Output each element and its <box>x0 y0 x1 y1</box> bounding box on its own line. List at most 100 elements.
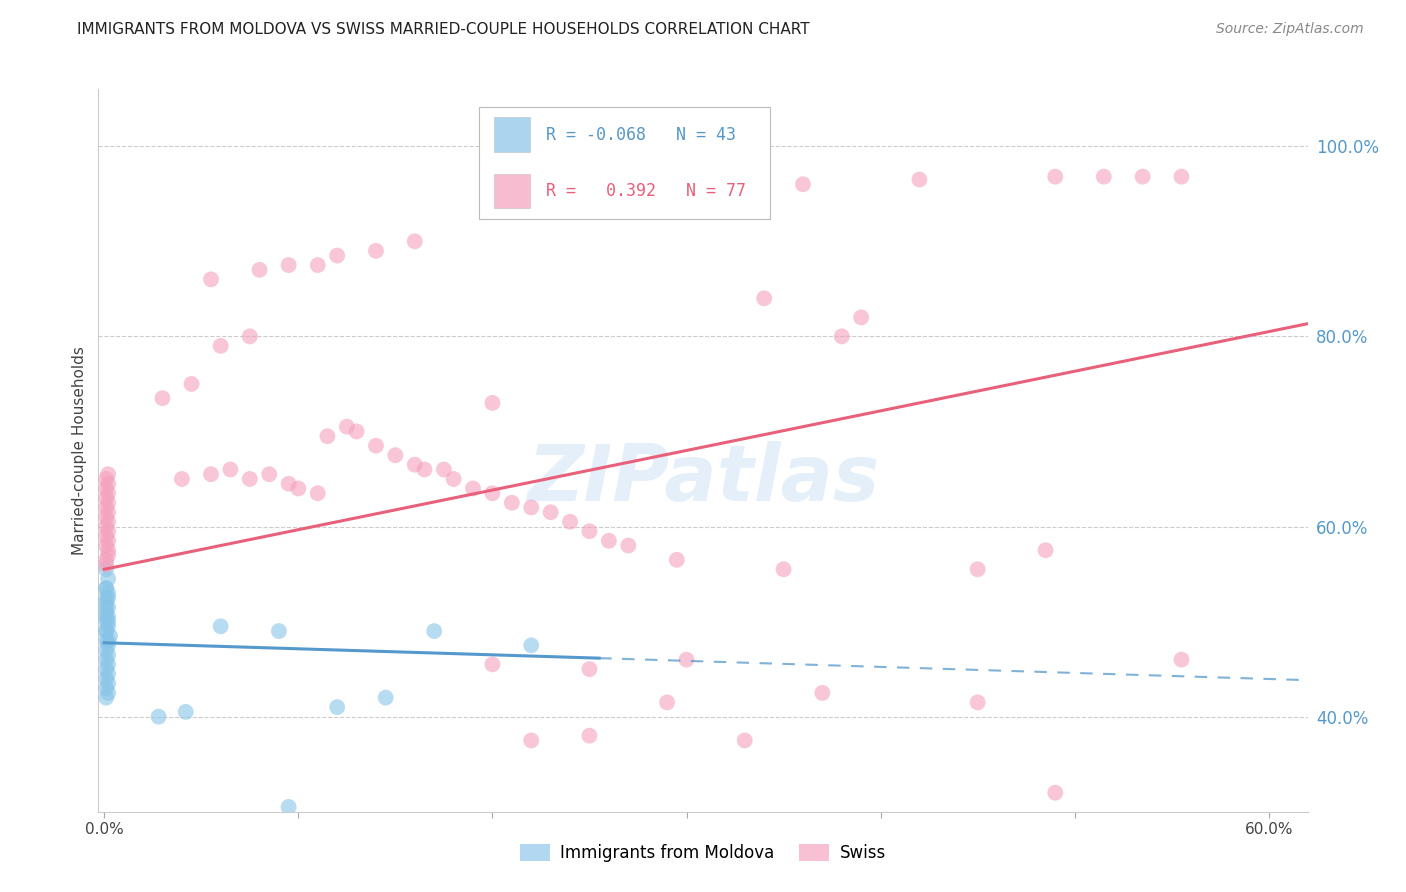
Point <box>249 262 271 277</box>
Point <box>966 562 988 576</box>
Point <box>98 629 121 643</box>
Point <box>96 482 118 496</box>
Point <box>97 496 120 510</box>
Point <box>578 524 600 539</box>
Point <box>481 396 503 410</box>
Point <box>200 467 222 482</box>
Point <box>97 648 120 662</box>
Point <box>851 310 873 325</box>
Point <box>96 633 118 648</box>
Point <box>433 462 456 476</box>
Point <box>97 524 120 539</box>
Bar <box>494 118 530 152</box>
Point <box>239 472 262 486</box>
Point <box>96 690 118 705</box>
FancyBboxPatch shape <box>479 107 769 219</box>
Point <box>96 681 118 695</box>
Point <box>96 582 118 596</box>
Point <box>96 539 118 553</box>
Point <box>908 172 931 186</box>
Point <box>209 619 232 633</box>
Point <box>97 586 120 600</box>
Point <box>558 515 581 529</box>
Point <box>752 291 775 305</box>
Point <box>96 600 118 615</box>
Point <box>734 733 756 747</box>
Point <box>326 249 349 263</box>
Point <box>374 690 396 705</box>
Point <box>96 510 118 524</box>
Text: R =   0.392   N = 77: R = 0.392 N = 77 <box>546 182 745 200</box>
Point <box>97 467 120 482</box>
Point <box>1035 543 1057 558</box>
Point <box>96 519 118 533</box>
Point <box>96 562 118 576</box>
Point <box>831 329 853 343</box>
Point <box>219 462 242 476</box>
Point <box>1170 169 1192 184</box>
Point <box>96 624 118 639</box>
Point <box>481 657 503 672</box>
Point <box>307 258 329 272</box>
Point <box>180 376 202 391</box>
Point <box>277 258 299 272</box>
Point <box>97 610 120 624</box>
Point <box>96 605 118 619</box>
Point <box>97 548 120 562</box>
Point <box>404 235 426 249</box>
Point <box>277 800 299 814</box>
Point <box>96 672 118 686</box>
Point <box>96 529 118 543</box>
Point <box>966 695 988 709</box>
Legend: Immigrants from Moldova, Swiss: Immigrants from Moldova, Swiss <box>513 837 893 869</box>
Point <box>346 425 368 439</box>
Point <box>96 652 118 666</box>
Point <box>461 482 484 496</box>
Point <box>96 582 118 596</box>
Point <box>598 533 620 548</box>
Point <box>96 491 118 505</box>
Point <box>384 448 406 462</box>
Point <box>97 476 120 491</box>
Point <box>413 462 436 476</box>
Point <box>96 558 118 572</box>
Point <box>97 533 120 548</box>
Point <box>1045 786 1067 800</box>
Point <box>97 543 120 558</box>
Point <box>364 439 387 453</box>
Point <box>200 272 222 286</box>
Point <box>617 539 640 553</box>
Point <box>665 553 688 567</box>
Point <box>97 486 120 500</box>
Point <box>97 615 120 629</box>
Point <box>277 476 299 491</box>
Point <box>1092 169 1115 184</box>
Point <box>97 633 120 648</box>
Point <box>1170 652 1192 666</box>
Point <box>1132 169 1154 184</box>
Point <box>404 458 426 472</box>
Point <box>481 486 503 500</box>
Point <box>97 515 120 529</box>
Text: IMMIGRANTS FROM MOLDOVA VS SWISS MARRIED-COUPLE HOUSEHOLDS CORRELATION CHART: IMMIGRANTS FROM MOLDOVA VS SWISS MARRIED… <box>77 22 810 37</box>
Point <box>96 615 118 629</box>
Point <box>97 505 120 519</box>
Point <box>97 600 120 615</box>
Point <box>307 486 329 500</box>
Point <box>520 733 543 747</box>
Point <box>520 500 543 515</box>
Point <box>811 886 834 892</box>
Point <box>97 666 120 681</box>
Point <box>97 638 120 652</box>
Point <box>336 419 359 434</box>
Point <box>423 624 446 639</box>
Point <box>257 467 280 482</box>
Y-axis label: Married-couple Households: Married-couple Households <box>72 346 87 555</box>
Point <box>96 662 118 676</box>
Text: ZIPatlas: ZIPatlas <box>527 442 879 517</box>
Point <box>326 700 349 714</box>
Point <box>96 500 118 515</box>
Point <box>578 662 600 676</box>
Point <box>96 610 118 624</box>
Text: R = -0.068   N = 43: R = -0.068 N = 43 <box>546 126 735 144</box>
